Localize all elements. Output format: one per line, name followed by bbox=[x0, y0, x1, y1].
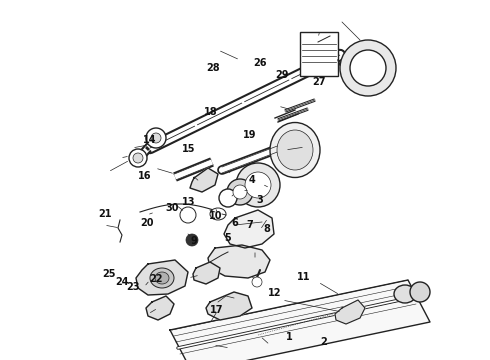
Text: 5: 5 bbox=[224, 233, 231, 243]
Text: 7: 7 bbox=[246, 220, 253, 230]
Text: 14: 14 bbox=[143, 135, 156, 145]
Text: 21: 21 bbox=[98, 209, 112, 219]
Text: 22: 22 bbox=[149, 274, 163, 284]
Polygon shape bbox=[335, 300, 365, 324]
Polygon shape bbox=[136, 260, 188, 295]
Circle shape bbox=[245, 172, 271, 198]
Circle shape bbox=[146, 128, 166, 148]
Text: 28: 28 bbox=[206, 63, 220, 73]
Circle shape bbox=[233, 185, 247, 199]
Ellipse shape bbox=[150, 268, 174, 288]
Text: 26: 26 bbox=[253, 58, 267, 68]
Polygon shape bbox=[193, 262, 220, 284]
Circle shape bbox=[252, 277, 262, 287]
Text: 4: 4 bbox=[249, 175, 256, 185]
Text: 11: 11 bbox=[297, 272, 311, 282]
Circle shape bbox=[151, 133, 161, 143]
Circle shape bbox=[410, 282, 430, 302]
Text: 13: 13 bbox=[182, 197, 196, 207]
Text: 23: 23 bbox=[126, 282, 140, 292]
Text: 15: 15 bbox=[182, 144, 196, 154]
Text: 18: 18 bbox=[204, 107, 218, 117]
Circle shape bbox=[236, 163, 280, 207]
Text: 2: 2 bbox=[320, 337, 327, 347]
Text: 12: 12 bbox=[268, 288, 281, 298]
Circle shape bbox=[180, 207, 196, 223]
Text: 8: 8 bbox=[264, 224, 270, 234]
Text: 3: 3 bbox=[256, 195, 263, 205]
Text: 19: 19 bbox=[243, 130, 257, 140]
Polygon shape bbox=[190, 168, 218, 192]
Circle shape bbox=[340, 40, 396, 96]
Circle shape bbox=[133, 153, 143, 163]
Text: 9: 9 bbox=[190, 236, 197, 246]
Polygon shape bbox=[146, 296, 174, 320]
Text: 29: 29 bbox=[275, 70, 289, 80]
Ellipse shape bbox=[210, 208, 226, 220]
Text: 25: 25 bbox=[102, 269, 116, 279]
Polygon shape bbox=[224, 210, 274, 248]
Text: 1: 1 bbox=[286, 332, 293, 342]
Text: 20: 20 bbox=[140, 218, 154, 228]
Text: 17: 17 bbox=[210, 305, 224, 315]
Ellipse shape bbox=[155, 272, 169, 284]
Ellipse shape bbox=[394, 285, 416, 303]
Polygon shape bbox=[170, 280, 430, 360]
Circle shape bbox=[227, 179, 253, 205]
Text: 10: 10 bbox=[209, 211, 222, 221]
Text: 16: 16 bbox=[138, 171, 151, 181]
Polygon shape bbox=[208, 245, 270, 278]
Circle shape bbox=[186, 234, 198, 246]
Text: 6: 6 bbox=[232, 218, 239, 228]
Circle shape bbox=[350, 50, 386, 86]
Ellipse shape bbox=[270, 122, 320, 177]
Text: 24: 24 bbox=[115, 276, 128, 287]
FancyBboxPatch shape bbox=[300, 32, 338, 76]
Circle shape bbox=[129, 149, 147, 167]
Ellipse shape bbox=[277, 130, 313, 170]
Polygon shape bbox=[206, 292, 252, 320]
Text: 27: 27 bbox=[312, 77, 325, 87]
Text: 30: 30 bbox=[166, 203, 179, 213]
Circle shape bbox=[219, 189, 237, 207]
